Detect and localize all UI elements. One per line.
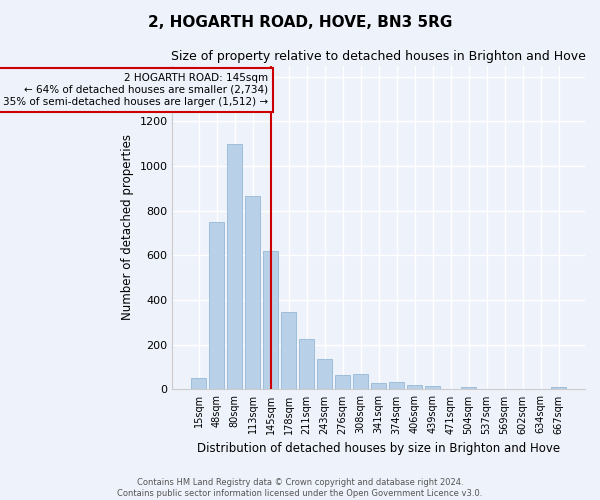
Title: Size of property relative to detached houses in Brighton and Hove: Size of property relative to detached ho…	[171, 50, 586, 63]
Bar	[263, 251, 278, 390]
Bar	[317, 360, 332, 390]
Bar	[191, 378, 206, 390]
Bar	[353, 374, 368, 390]
Bar	[371, 382, 386, 390]
Bar	[335, 375, 350, 390]
X-axis label: Distribution of detached houses by size in Brighton and Hove: Distribution of detached houses by size …	[197, 442, 560, 455]
Bar	[209, 222, 224, 390]
Bar	[281, 312, 296, 390]
Text: 2, HOGARTH ROAD, HOVE, BN3 5RG: 2, HOGARTH ROAD, HOVE, BN3 5RG	[148, 15, 452, 30]
Bar	[551, 387, 566, 390]
Bar	[407, 384, 422, 390]
Bar	[461, 387, 476, 390]
Bar	[299, 339, 314, 390]
Y-axis label: Number of detached properties: Number of detached properties	[121, 134, 134, 320]
Bar	[425, 386, 440, 390]
Text: 2 HOGARTH ROAD: 145sqm
← 64% of detached houses are smaller (2,734)
35% of semi-: 2 HOGARTH ROAD: 145sqm ← 64% of detached…	[3, 74, 268, 106]
Bar	[389, 382, 404, 390]
Bar	[245, 196, 260, 390]
Text: Contains HM Land Registry data © Crown copyright and database right 2024.
Contai: Contains HM Land Registry data © Crown c…	[118, 478, 482, 498]
Bar	[227, 144, 242, 390]
